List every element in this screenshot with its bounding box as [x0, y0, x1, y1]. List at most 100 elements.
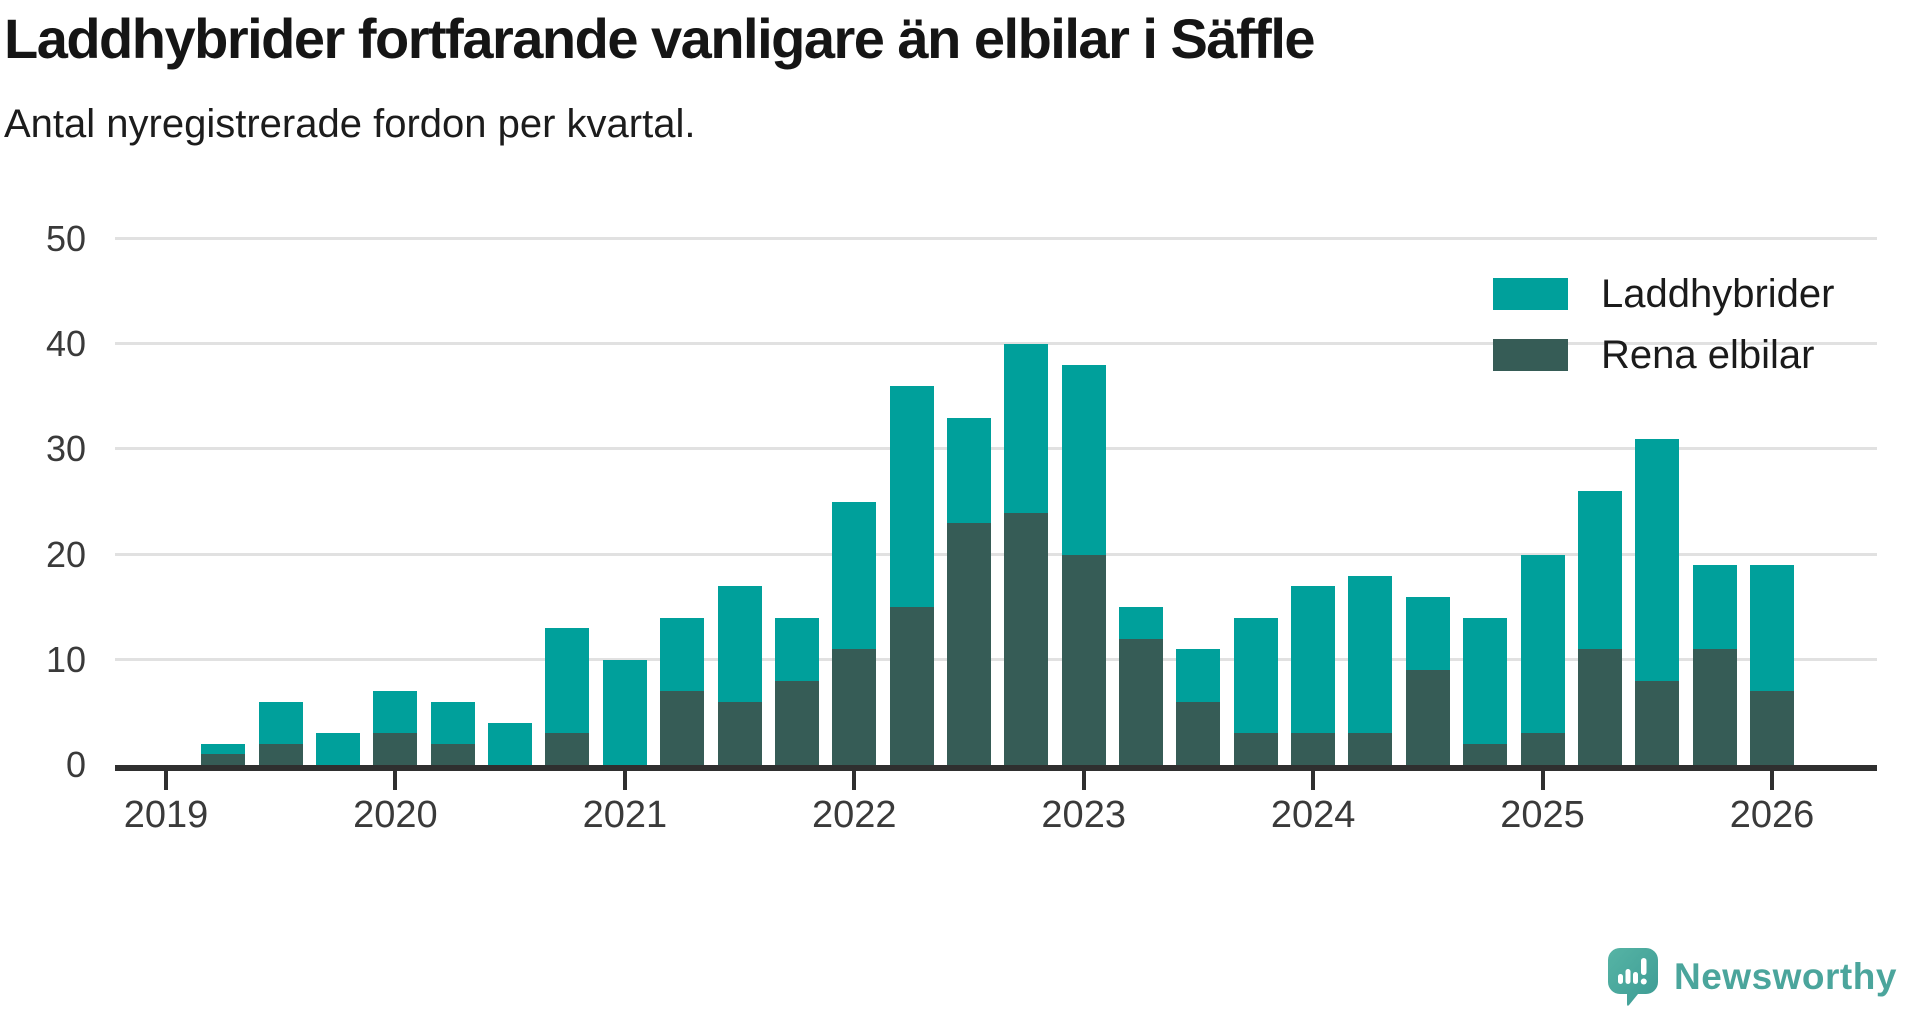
bar-segment-laddhybrider — [660, 617, 705, 692]
bar-segment-laddhybrider — [1749, 565, 1794, 692]
bar-2022-q2 — [889, 386, 934, 765]
bar-segment-laddhybrider — [774, 617, 819, 681]
x-axis-line — [115, 765, 1877, 771]
bar-segment-rena-elbilar — [1463, 743, 1508, 765]
bar-2025-q2 — [1577, 491, 1622, 765]
bar-2024-q3 — [1405, 596, 1450, 765]
bar-segment-laddhybrider — [258, 701, 303, 744]
bar-segment-rena-elbilar — [430, 743, 475, 765]
x-axis-tick — [852, 771, 857, 790]
x-axis-label: 2023 — [1041, 794, 1126, 836]
x-axis-label: 2019 — [123, 794, 209, 836]
bar-segment-rena-elbilar — [1176, 701, 1221, 765]
bar-2024-q2 — [1348, 575, 1393, 765]
bar-2020-q4 — [545, 628, 590, 765]
gridline-y40 — [115, 342, 1877, 346]
y-axis-label: 0 — [65, 744, 86, 785]
bar-2023-q1 — [1061, 365, 1106, 765]
bar-2020-q1 — [373, 691, 418, 765]
bar-segment-laddhybrider — [717, 586, 762, 702]
bar-segment-rena-elbilar — [1291, 733, 1336, 765]
bar-2023-q3 — [1176, 649, 1221, 765]
bar-segment-laddhybrider — [1692, 565, 1737, 650]
bar-2022-q4 — [1004, 344, 1049, 765]
bar-segment-rena-elbilar — [1004, 512, 1049, 765]
y-axis-label: 20 — [45, 533, 86, 575]
x-axis-label: 2020 — [353, 794, 438, 836]
bar-segment-laddhybrider — [1119, 607, 1164, 639]
gridline-y50 — [115, 237, 1877, 240]
chart-subtitle: Antal nyregistrerade fordon per kvartal. — [4, 102, 696, 146]
bar-segment-rena-elbilar — [201, 754, 246, 765]
bar-2021-q4 — [774, 617, 819, 765]
bar-segment-rena-elbilar — [1405, 670, 1450, 765]
x-axis-tick — [1311, 771, 1316, 790]
bar-2024-q4 — [1463, 617, 1508, 765]
bar-2023-q2 — [1119, 607, 1164, 765]
bar-segment-laddhybrider — [201, 743, 246, 755]
bar-segment-laddhybrider — [1233, 617, 1278, 734]
newsworthy-logo-icon — [1608, 948, 1658, 1006]
bar-2025-q4 — [1692, 565, 1737, 765]
bar-2026-q1 — [1749, 565, 1794, 765]
bar-segment-rena-elbilar — [1692, 649, 1737, 765]
chart-title: Laddhybrider fortfarande vanligare än el… — [4, 7, 1316, 70]
legend-item-rena-elbilar: Rena elbilar — [1493, 333, 1835, 377]
bar-segment-laddhybrider — [1520, 554, 1565, 734]
bar-segment-rena-elbilar — [258, 743, 303, 765]
bar-2020-q2 — [430, 701, 475, 765]
bar-2022-q1 — [832, 502, 877, 765]
legend-label: Rena elbilar — [1601, 333, 1815, 377]
bar-segment-rena-elbilar — [545, 733, 590, 765]
bar-segment-laddhybrider — [1176, 649, 1221, 702]
bar-2021-q2 — [660, 617, 705, 765]
x-axis-tick — [164, 771, 168, 790]
bar-segment-rena-elbilar — [1233, 733, 1278, 765]
bar-segment-laddhybrider — [488, 722, 533, 765]
x-axis-label: 2024 — [1270, 794, 1356, 836]
y-axis-label: 30 — [45, 428, 86, 470]
bar-2025-q1 — [1520, 554, 1565, 765]
bar-segment-laddhybrider — [373, 691, 418, 734]
legend: Laddhybrider Rena elbilar — [1493, 274, 1835, 377]
x-axis-label: 2021 — [582, 794, 668, 836]
bar-segment-rena-elbilar — [1119, 638, 1164, 765]
legend-item-laddhybrider: Laddhybrider — [1493, 274, 1835, 314]
bar-segment-rena-elbilar — [660, 691, 705, 765]
bar-segment-laddhybrider — [832, 502, 877, 650]
x-axis-tick — [1540, 771, 1545, 790]
bar-segment-laddhybrider — [1463, 617, 1508, 744]
bar-2025-q3 — [1635, 438, 1680, 765]
bar-segment-rena-elbilar — [1061, 554, 1106, 765]
bar-segment-laddhybrider — [1405, 596, 1450, 671]
bar-segment-rena-elbilar — [832, 649, 877, 765]
bar-segment-rena-elbilar — [717, 701, 762, 765]
bar-segment-rena-elbilar — [946, 523, 991, 765]
bar-segment-rena-elbilar — [1577, 649, 1622, 765]
y-axis-label: 40 — [45, 323, 86, 365]
newsworthy-logo-text: Newsworthy — [1674, 956, 1897, 997]
x-axis-tick — [1769, 771, 1774, 790]
bar-segment-rena-elbilar — [1348, 733, 1393, 765]
bar-2024-q1 — [1291, 586, 1336, 765]
x-axis-label: 2022 — [812, 794, 897, 836]
bar-segment-laddhybrider — [889, 386, 934, 608]
newsworthy-branding: Newsworthy — [1608, 948, 1897, 1006]
bar-2021-q3 — [717, 586, 762, 765]
bar-segment-laddhybrider — [1004, 344, 1049, 513]
legend-swatch-laddhybrider — [1493, 278, 1568, 310]
bar-segment-laddhybrider — [545, 628, 590, 734]
bar-segment-rena-elbilar — [889, 607, 934, 765]
x-axis-tick — [393, 771, 398, 790]
bar-2019-q4 — [316, 733, 361, 765]
y-axis-label: 10 — [45, 638, 86, 680]
bar-segment-laddhybrider — [1635, 438, 1680, 681]
bar-2019-q2 — [201, 743, 246, 765]
y-axis-label: 50 — [45, 218, 86, 259]
x-axis-label: 2025 — [1500, 794, 1585, 836]
bar-segment-laddhybrider — [316, 733, 361, 765]
x-axis-label: 2026 — [1729, 794, 1815, 836]
bar-segment-laddhybrider — [602, 659, 647, 765]
x-axis-tick — [1081, 771, 1086, 790]
